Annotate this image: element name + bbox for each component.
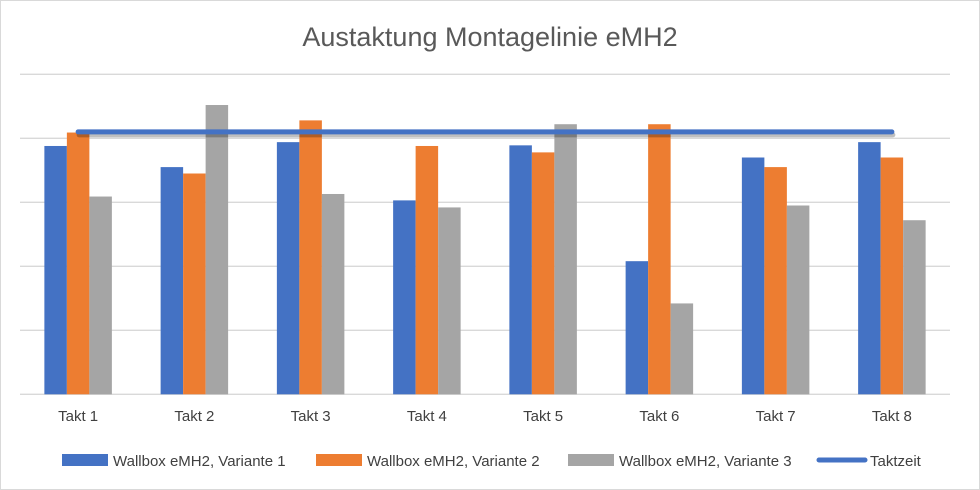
bar-3-takt-8 <box>903 220 926 395</box>
legend-label: Wallbox eMH2, Variante 3 <box>619 453 792 470</box>
bar-3-takt-2 <box>205 105 229 395</box>
bar-1-takt-1 <box>44 145 67 395</box>
bar-1-takt-5 <box>509 145 532 395</box>
bar-3-takt-6 <box>670 303 694 395</box>
legend-label: Taktzeit <box>870 453 922 470</box>
x-tick-label: Takt 6 <box>639 408 679 425</box>
bar-1-takt-6 <box>625 261 649 395</box>
legend-label: Wallbox eMH2, Variante 1 <box>113 453 286 470</box>
bar-1-takt-7 <box>741 157 765 395</box>
bar-1-takt-8 <box>858 142 881 395</box>
legend-swatch <box>316 454 362 466</box>
x-tick-label: Takt 4 <box>407 408 447 425</box>
x-tick-label: Takt 1 <box>58 408 98 425</box>
x-tick-label: Takt 3 <box>291 408 331 425</box>
bar-3-takt-1 <box>89 196 112 395</box>
x-tick-label: Takt 7 <box>756 408 796 425</box>
bar-2-takt-8 <box>880 157 904 395</box>
bar-2-takt-2 <box>183 173 206 395</box>
bar-1-takt-2 <box>160 167 184 395</box>
bar-2-takt-7 <box>764 167 787 395</box>
bar-3-takt-4 <box>438 207 461 395</box>
bar-1-takt-3 <box>276 142 300 395</box>
bar-2-takt-6 <box>648 124 671 395</box>
legend-swatch <box>568 454 614 466</box>
bar-3-takt-7 <box>786 205 810 395</box>
bar-2-takt-1 <box>66 132 90 395</box>
legend-label: Wallbox eMH2, Variante 2 <box>367 453 540 470</box>
bar-3-takt-5 <box>554 124 577 395</box>
bar-2-takt-4 <box>415 145 439 395</box>
bar-2-takt-5 <box>531 152 555 395</box>
bar-2-takt-3 <box>299 120 322 395</box>
x-tick-label: Takt 2 <box>174 408 214 425</box>
legend-swatch <box>62 454 108 466</box>
x-tick-label: Takt 5 <box>523 408 563 425</box>
x-tick-label: Takt 8 <box>872 408 912 425</box>
chart-title: Austaktung Montagelinie eMH2 <box>302 22 677 52</box>
bar-3-takt-3 <box>321 193 345 395</box>
bar-1-takt-4 <box>393 200 416 395</box>
